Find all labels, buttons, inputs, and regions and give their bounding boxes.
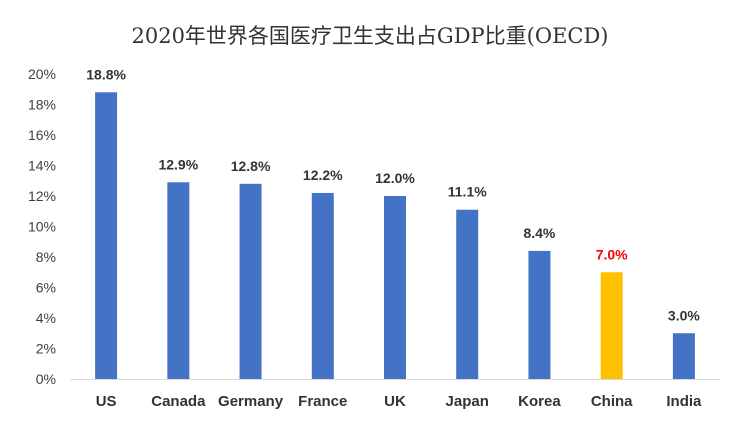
x-tick-label-us: US (96, 393, 117, 410)
x-tick-label-india: India (666, 393, 702, 410)
x-axis-ticks: US Canada Germany France UK Japan Korea China In… (96, 393, 702, 410)
data-label-india: 3.0% (668, 307, 700, 323)
data-label-us: 18.8% (86, 66, 126, 82)
y-tick-label: 20% (28, 66, 56, 82)
bar-india (672, 333, 695, 379)
y-tick-label: 4% (36, 310, 56, 326)
bar-germany (239, 183, 262, 379)
x-tick-label-germany: Germany (218, 393, 284, 410)
bars (95, 92, 695, 380)
x-tick-label-china: China (591, 393, 633, 410)
y-tick-label: 6% (36, 280, 56, 296)
bar-uk (384, 196, 406, 379)
y-tick-label: 18% (28, 97, 56, 113)
data-label-canada: 12.9% (158, 156, 198, 172)
data-label-china: 7.0% (596, 246, 628, 262)
bar-china (600, 272, 623, 379)
bar-canada (167, 182, 190, 379)
data-label-germany: 12.8% (231, 158, 271, 174)
data-label-france: 12.2% (303, 167, 343, 183)
y-tick-label: 8% (36, 249, 56, 265)
bar-us (95, 92, 118, 380)
data-label-korea: 8.4% (523, 225, 555, 241)
data-label-uk: 12.0% (375, 170, 415, 186)
x-tick-label-france: France (298, 393, 347, 410)
x-tick-label-korea: Korea (518, 393, 561, 410)
x-tick-label-uk: UK (384, 393, 406, 410)
y-tick-label: 2% (36, 341, 56, 357)
data-label-japan: 11.1% (448, 184, 487, 200)
y-tick-label: 14% (28, 158, 56, 174)
y-tick-label: 16% (28, 127, 56, 143)
y-tick-label: 12% (28, 188, 56, 204)
x-tick-label-japan: Japan (446, 393, 489, 410)
y-axis: 0% 2% 4% 6% 8% 10% 12% 14% 16% 18% 20% (28, 66, 56, 387)
bar-france (311, 192, 334, 379)
chart-title: 2020年世界各国医疗卫生支出占GDP比重(OECD) (131, 24, 609, 48)
bar-japan (456, 209, 479, 379)
data-labels: 18.8% 12.9% 12.8% 12.2% 12.0% 11.1% 8.4% 7.0% 3.… (86, 66, 700, 323)
bar-korea (528, 250, 551, 379)
y-tick-label: 10% (28, 219, 56, 235)
y-tick-label: 0% (36, 371, 56, 387)
x-tick-label-canada: Canada (151, 393, 206, 410)
